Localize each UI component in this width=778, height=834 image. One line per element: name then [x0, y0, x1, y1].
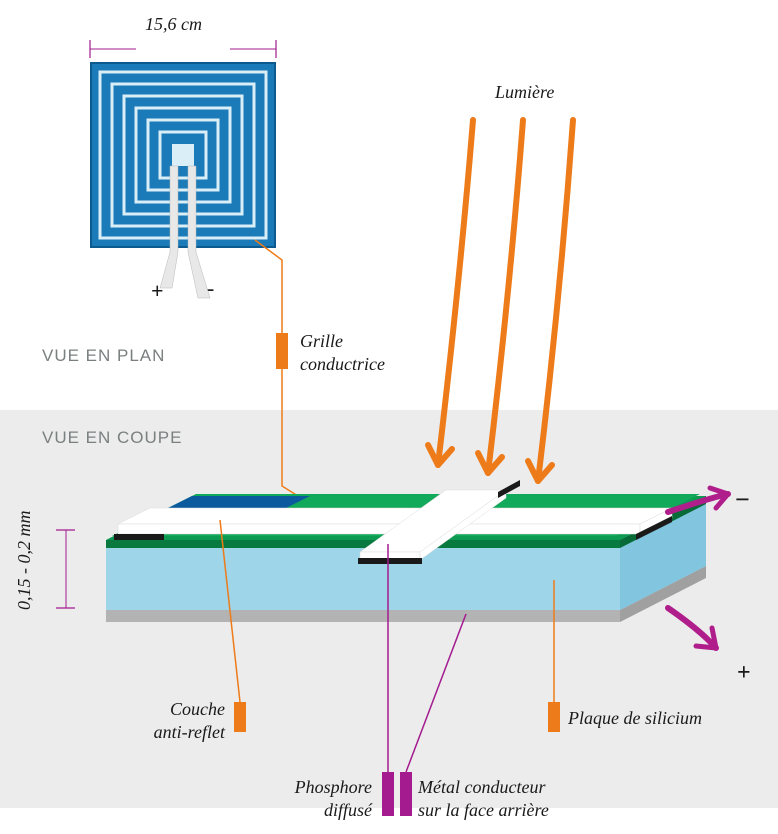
metal-leader	[400, 614, 466, 816]
diagram-canvas	[0, 0, 778, 834]
thickness-dimension	[56, 530, 75, 608]
cross-section	[106, 480, 706, 622]
plan-view-cell	[90, 62, 276, 298]
dimension-line	[90, 40, 276, 58]
light-arrows	[428, 120, 573, 481]
grille-leader	[255, 240, 298, 496]
